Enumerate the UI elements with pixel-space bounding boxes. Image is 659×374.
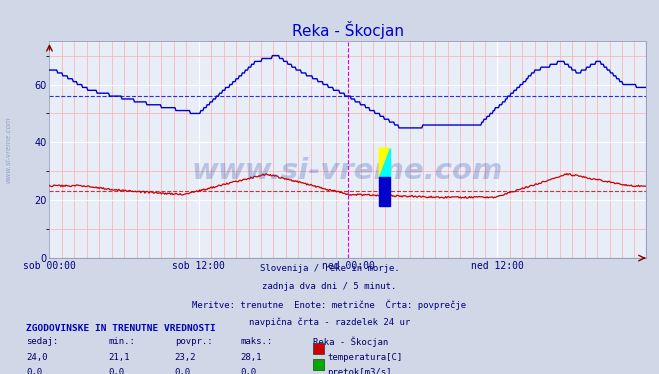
Text: povpr.:: povpr.:	[175, 337, 212, 346]
Text: 0,0: 0,0	[241, 368, 256, 374]
Text: Reka - Škocjan: Reka - Škocjan	[313, 337, 388, 347]
Bar	[380, 177, 389, 206]
Text: Slovenija / reke in morje.: Slovenija / reke in morje.	[260, 264, 399, 273]
Text: 0,0: 0,0	[175, 368, 190, 374]
Text: sedaj:: sedaj:	[26, 337, 59, 346]
Text: navpična črta - razdelek 24 ur: navpična črta - razdelek 24 ur	[249, 318, 410, 327]
Text: zadnja dva dni / 5 minut.: zadnja dva dni / 5 minut.	[262, 282, 397, 291]
Text: Meritve: trenutne  Enote: metrične  Črta: povprečje: Meritve: trenutne Enote: metrične Črta: …	[192, 300, 467, 310]
Text: www.si-vreme.com: www.si-vreme.com	[192, 157, 503, 185]
Text: min.:: min.:	[109, 337, 136, 346]
Text: 23,2: 23,2	[175, 353, 196, 362]
Title: Reka - Škocjan: Reka - Škocjan	[292, 21, 403, 39]
Text: 28,1: 28,1	[241, 353, 262, 362]
Text: 0,0: 0,0	[26, 368, 42, 374]
Text: 21,1: 21,1	[109, 353, 130, 362]
Text: 0,0: 0,0	[109, 368, 125, 374]
Text: ZGODOVINSKE IN TRENUTNE VREDNOSTI: ZGODOVINSKE IN TRENUTNE VREDNOSTI	[26, 324, 216, 332]
Text: temperatura[C]: temperatura[C]	[328, 353, 403, 362]
Text: maks.:: maks.:	[241, 337, 273, 346]
Text: pretok[m3/s]: pretok[m3/s]	[328, 368, 392, 374]
Polygon shape	[380, 148, 389, 177]
Text: 24,0: 24,0	[26, 353, 48, 362]
Text: www.si-vreme.com: www.si-vreme.com	[5, 116, 11, 183]
Polygon shape	[380, 148, 389, 177]
